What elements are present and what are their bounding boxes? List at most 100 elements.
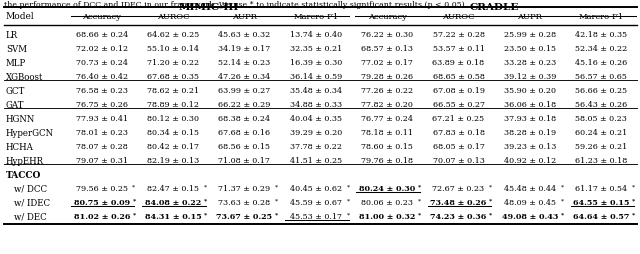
Text: 37.93 ± 0.18: 37.93 ± 0.18 bbox=[504, 115, 556, 123]
Text: 45.59 ± 0.67: 45.59 ± 0.67 bbox=[290, 198, 342, 206]
Text: 76.77 ± 0.24: 76.77 ± 0.24 bbox=[361, 115, 413, 123]
Text: *: * bbox=[418, 198, 421, 203]
Text: 57.22 ± 0.28: 57.22 ± 0.28 bbox=[433, 31, 484, 39]
Text: 68.38 ± 0.24: 68.38 ± 0.24 bbox=[218, 115, 271, 123]
Text: GAT: GAT bbox=[6, 100, 24, 109]
Text: XGBoost: XGBoost bbox=[6, 72, 44, 81]
Text: AUROC: AUROC bbox=[157, 13, 189, 21]
Text: 68.57 ± 0.13: 68.57 ± 0.13 bbox=[361, 45, 413, 53]
Text: 77.26 ± 0.22: 77.26 ± 0.22 bbox=[361, 87, 413, 95]
Text: 82.47 ± 0.15: 82.47 ± 0.15 bbox=[147, 184, 199, 192]
Text: 36.14 ± 0.59: 36.14 ± 0.59 bbox=[290, 73, 342, 81]
Text: 34.88 ± 0.33: 34.88 ± 0.33 bbox=[290, 101, 342, 109]
Text: 40.45 ± 0.62: 40.45 ± 0.62 bbox=[290, 184, 342, 192]
Text: 80.12 ± 0.30: 80.12 ± 0.30 bbox=[147, 115, 199, 123]
Text: HCHA: HCHA bbox=[6, 142, 34, 151]
Text: 67.21 ± 0.25: 67.21 ± 0.25 bbox=[433, 115, 484, 123]
Text: 80.34 ± 0.15: 80.34 ± 0.15 bbox=[147, 129, 199, 137]
Text: LR: LR bbox=[6, 30, 19, 39]
Text: AUPR: AUPR bbox=[518, 13, 542, 21]
Text: *: * bbox=[132, 184, 136, 189]
Text: 76.75 ± 0.26: 76.75 ± 0.26 bbox=[76, 101, 128, 109]
Text: 66.55 ± 0.27: 66.55 ± 0.27 bbox=[433, 101, 484, 109]
Text: the performance of DCC and IDEC in our framework. We use * to indicate statistic: the performance of DCC and IDEC in our f… bbox=[4, 1, 467, 9]
Text: 80.75 ± 0.09: 80.75 ± 0.09 bbox=[74, 198, 130, 206]
Text: w/ DEC: w/ DEC bbox=[14, 212, 47, 221]
Text: MIMIC-III: MIMIC-III bbox=[179, 3, 239, 11]
Text: *: * bbox=[489, 212, 493, 217]
Text: *: * bbox=[489, 198, 493, 203]
Text: 60.24 ± 0.21: 60.24 ± 0.21 bbox=[575, 129, 627, 137]
Text: 40.04 ± 0.35: 40.04 ± 0.35 bbox=[290, 115, 342, 123]
Text: 82.19 ± 0.13: 82.19 ± 0.13 bbox=[147, 156, 199, 164]
Text: 40.92 ± 0.12: 40.92 ± 0.12 bbox=[504, 156, 556, 164]
Text: 79.07 ± 0.31: 79.07 ± 0.31 bbox=[76, 156, 128, 164]
Text: 78.62 ± 0.21: 78.62 ± 0.21 bbox=[147, 87, 199, 95]
Text: 61.23 ± 0.18: 61.23 ± 0.18 bbox=[575, 156, 627, 164]
Text: 71.08 ± 0.17: 71.08 ± 0.17 bbox=[218, 156, 270, 164]
Text: 47.26 ± 0.34: 47.26 ± 0.34 bbox=[218, 73, 271, 81]
Text: HGNN: HGNN bbox=[6, 114, 35, 123]
Text: 56.66 ± 0.25: 56.66 ± 0.25 bbox=[575, 87, 627, 95]
Text: 77.93 ± 0.41: 77.93 ± 0.41 bbox=[76, 115, 128, 123]
Text: SVM: SVM bbox=[6, 44, 27, 53]
Text: 37.78 ± 0.22: 37.78 ± 0.22 bbox=[290, 142, 342, 151]
Text: 68.65 ± 0.58: 68.65 ± 0.58 bbox=[433, 73, 484, 81]
Text: Model: Model bbox=[6, 12, 35, 21]
Text: *: * bbox=[204, 198, 207, 203]
Text: HyperGCN: HyperGCN bbox=[6, 128, 54, 137]
Text: GCT: GCT bbox=[6, 86, 26, 95]
Text: 80.06 ± 0.23: 80.06 ± 0.23 bbox=[361, 198, 413, 206]
Text: 79.56 ± 0.25: 79.56 ± 0.25 bbox=[76, 184, 128, 192]
Text: *: * bbox=[561, 198, 564, 203]
Text: *: * bbox=[561, 184, 564, 189]
Text: 42.18 ± 0.35: 42.18 ± 0.35 bbox=[575, 31, 627, 39]
Text: 67.83 ± 0.18: 67.83 ± 0.18 bbox=[433, 129, 484, 137]
Text: 64.55 ± 0.15: 64.55 ± 0.15 bbox=[573, 198, 630, 206]
Text: HypEHR: HypEHR bbox=[6, 156, 44, 165]
Text: 67.68 ± 0.16: 67.68 ± 0.16 bbox=[218, 129, 271, 137]
Text: 70.73 ± 0.24: 70.73 ± 0.24 bbox=[76, 59, 128, 67]
Text: 45.48 ± 0.44: 45.48 ± 0.44 bbox=[504, 184, 556, 192]
Text: 78.60 ± 0.15: 78.60 ± 0.15 bbox=[361, 142, 413, 151]
Text: 71.37 ± 0.29: 71.37 ± 0.29 bbox=[218, 184, 271, 192]
Text: 73.63 ± 0.28: 73.63 ± 0.28 bbox=[218, 198, 271, 206]
Text: *: * bbox=[275, 212, 278, 217]
Text: 39.23 ± 0.13: 39.23 ± 0.13 bbox=[504, 142, 556, 151]
Text: *: * bbox=[346, 212, 349, 217]
Text: 76.22 ± 0.30: 76.22 ± 0.30 bbox=[361, 31, 413, 39]
Text: 78.89 ± 0.12: 78.89 ± 0.12 bbox=[147, 101, 199, 109]
Text: 79.28 ± 0.26: 79.28 ± 0.26 bbox=[361, 73, 413, 81]
Text: 52.34 ± 0.22: 52.34 ± 0.22 bbox=[575, 45, 627, 53]
Text: 67.08 ± 0.19: 67.08 ± 0.19 bbox=[433, 87, 484, 95]
Text: *: * bbox=[561, 212, 564, 217]
Text: 77.82 ± 0.20: 77.82 ± 0.20 bbox=[361, 101, 413, 109]
Text: 45.53 ± 0.17: 45.53 ± 0.17 bbox=[290, 212, 342, 220]
Text: 73.67 ± 0.25: 73.67 ± 0.25 bbox=[216, 212, 273, 220]
Text: w/ DCC: w/ DCC bbox=[14, 184, 47, 193]
Text: 81.02 ± 0.26: 81.02 ± 0.26 bbox=[74, 212, 130, 220]
Text: 79.76 ± 0.18: 79.76 ± 0.18 bbox=[361, 156, 413, 164]
Text: *: * bbox=[632, 184, 635, 189]
Text: 72.02 ± 0.12: 72.02 ± 0.12 bbox=[76, 45, 128, 53]
Text: 68.66 ± 0.24: 68.66 ± 0.24 bbox=[76, 31, 128, 39]
Text: 78.18 ± 0.11: 78.18 ± 0.11 bbox=[361, 129, 413, 137]
Text: 16.39 ± 0.30: 16.39 ± 0.30 bbox=[290, 59, 342, 67]
Text: AUROC: AUROC bbox=[442, 13, 475, 21]
Text: 71.20 ± 0.22: 71.20 ± 0.22 bbox=[147, 59, 199, 67]
Text: 58.05 ± 0.23: 58.05 ± 0.23 bbox=[575, 115, 627, 123]
Text: *: * bbox=[275, 198, 278, 203]
Text: AUPR: AUPR bbox=[232, 13, 257, 21]
Text: 72.67 ± 0.23: 72.67 ± 0.23 bbox=[433, 184, 484, 192]
Text: 78.01 ± 0.23: 78.01 ± 0.23 bbox=[76, 129, 128, 137]
Text: *: * bbox=[418, 212, 421, 217]
Text: 49.08 ± 0.43: 49.08 ± 0.43 bbox=[502, 212, 558, 220]
Text: CRADLE: CRADLE bbox=[470, 3, 519, 11]
Text: TACCO: TACCO bbox=[6, 170, 42, 179]
Text: 76.58 ± 0.23: 76.58 ± 0.23 bbox=[76, 87, 128, 95]
Text: Accuracy: Accuracy bbox=[368, 13, 406, 21]
Text: 64.62 ± 0.25: 64.62 ± 0.25 bbox=[147, 31, 199, 39]
Text: 76.40 ± 0.42: 76.40 ± 0.42 bbox=[76, 73, 128, 81]
Text: 84.31 ± 0.15: 84.31 ± 0.15 bbox=[145, 212, 202, 220]
Text: *: * bbox=[275, 184, 278, 189]
